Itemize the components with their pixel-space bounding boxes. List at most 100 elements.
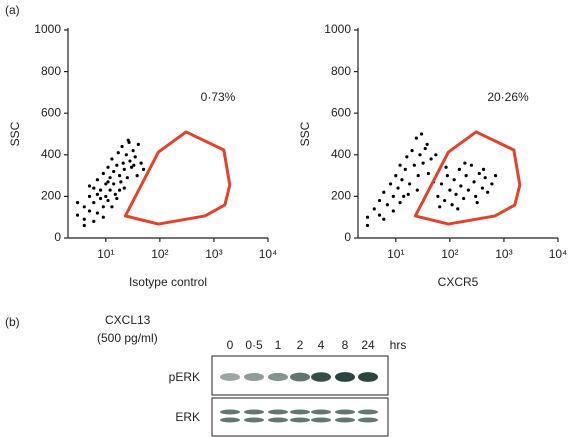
point	[101, 205, 105, 209]
point	[98, 188, 103, 192]
point	[463, 161, 467, 165]
band	[244, 409, 264, 415]
gate	[123, 130, 232, 226]
point	[382, 217, 386, 221]
point	[108, 176, 112, 180]
band	[311, 372, 331, 382]
point	[108, 188, 112, 192]
point	[469, 163, 473, 167]
point	[394, 174, 398, 178]
treatment: CXCL13	[105, 313, 151, 327]
y-tick-label: 600	[331, 105, 351, 119]
point	[406, 192, 410, 196]
x-tick-label: 10⁴	[549, 247, 568, 261]
point	[95, 192, 100, 196]
point	[98, 196, 103, 201]
y-tick-label: 1000	[324, 22, 351, 36]
y-tick-label: 200	[331, 189, 351, 203]
point	[391, 194, 395, 198]
point	[92, 219, 96, 223]
y-axis-label: SSC	[8, 121, 22, 146]
band	[268, 417, 288, 423]
point	[365, 223, 370, 228]
gate	[413, 130, 522, 226]
point	[405, 155, 409, 159]
point	[396, 186, 400, 190]
x-tick-label: 10¹	[387, 247, 404, 261]
point	[438, 205, 442, 209]
point	[400, 178, 404, 182]
point	[115, 196, 119, 201]
band	[335, 409, 355, 415]
y-tick-label: 0	[344, 230, 351, 244]
point	[92, 186, 96, 190]
band	[335, 372, 355, 382]
point	[415, 188, 419, 192]
point	[462, 196, 466, 201]
point	[454, 192, 458, 196]
panel-label: (a)	[5, 3, 20, 17]
point	[421, 161, 425, 165]
point	[423, 146, 427, 151]
point	[365, 215, 370, 219]
point	[477, 171, 481, 176]
time-label: 8	[342, 338, 349, 352]
point	[419, 132, 424, 136]
point	[110, 205, 114, 209]
point	[439, 182, 444, 186]
point	[92, 201, 96, 205]
point	[131, 149, 135, 153]
point	[466, 188, 470, 192]
point	[104, 194, 108, 198]
time-label: 24	[361, 338, 375, 352]
point	[82, 205, 86, 209]
band	[290, 409, 310, 415]
point	[459, 184, 463, 188]
point	[115, 163, 119, 167]
y-tick-label: 200	[41, 189, 61, 203]
point	[464, 174, 468, 178]
point	[133, 155, 137, 159]
y-tick-label: 400	[41, 147, 61, 161]
point	[403, 167, 407, 171]
point	[113, 192, 117, 196]
point	[95, 211, 100, 215]
band	[290, 417, 310, 423]
point	[425, 142, 429, 146]
point	[117, 174, 122, 178]
point	[124, 153, 128, 157]
y-axis-label: SSC	[298, 121, 312, 146]
point	[443, 198, 447, 203]
x-axis-label: Isotype control	[129, 275, 207, 289]
x-axis-label: CXCR5	[438, 275, 479, 289]
point	[474, 194, 478, 198]
point	[493, 174, 498, 178]
point	[480, 186, 485, 190]
point	[120, 144, 124, 149]
point	[112, 182, 116, 186]
point	[398, 201, 402, 205]
time-unit: hrs	[390, 338, 407, 352]
time-label: 0	[227, 338, 234, 352]
point	[445, 174, 449, 178]
point	[119, 180, 123, 184]
band	[335, 417, 355, 423]
point	[398, 163, 402, 167]
band	[244, 417, 264, 423]
point	[416, 174, 420, 178]
point	[426, 171, 430, 176]
point	[82, 217, 86, 221]
row-label: pERK	[169, 370, 200, 384]
point	[402, 194, 406, 198]
y-tick-label: 800	[331, 64, 351, 78]
point	[475, 201, 479, 205]
point	[141, 167, 146, 171]
band	[358, 372, 378, 382]
band	[220, 409, 240, 415]
point	[486, 190, 490, 194]
point	[101, 215, 105, 219]
band	[244, 373, 264, 381]
point	[414, 136, 418, 140]
point	[87, 194, 92, 198]
